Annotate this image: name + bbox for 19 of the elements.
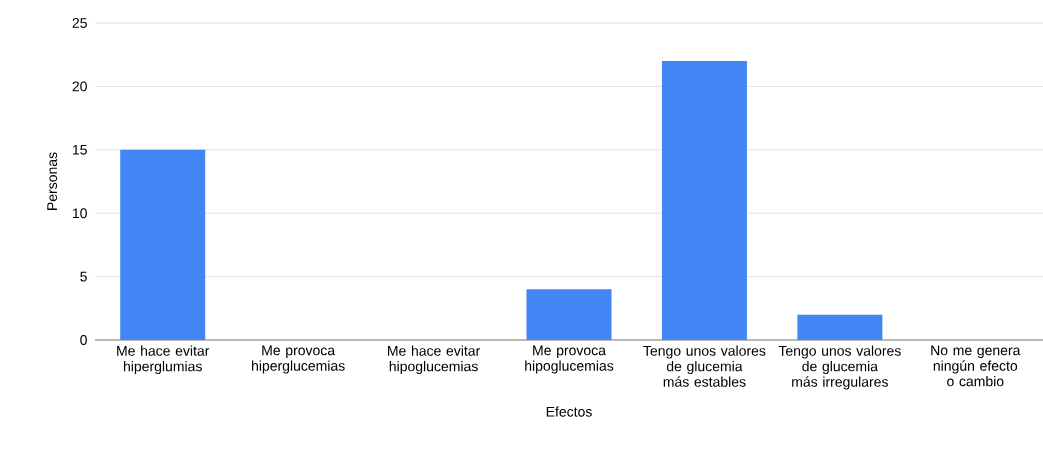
- y-tick-label: 10: [72, 208, 87, 219]
- x-tick-label: Me hace evitar hipoglucemias: [388, 345, 481, 375]
- x-tick-label: Tengo unos valores de glucemia más estables: [643, 345, 766, 387]
- y-tick-label: 15: [72, 144, 87, 155]
- y-tick-label: 20: [72, 81, 87, 92]
- y-tick-label: 5: [80, 271, 87, 282]
- x-axis-title: Efectos: [546, 406, 592, 417]
- y-tick-label: 0: [80, 335, 87, 345]
- bar: [797, 314, 883, 340]
- bar: [120, 149, 206, 340]
- y-tick-label: 25: [72, 18, 87, 28]
- x-tick-label: No me genera ningún efecto o cambio: [931, 345, 1021, 387]
- x-tick-label: Me provoca hiperglucemias: [252, 345, 345, 374]
- bar: [526, 289, 612, 340]
- bar: [661, 61, 747, 340]
- x-tick-label: Tengo unos valores de glucemia más irregulares: [778, 345, 901, 390]
- x-tick-label: Me hace evitar hiperglumias: [117, 345, 210, 375]
- y-axis-title: Personas: [47, 152, 58, 210]
- x-tick-label: Me provoca hipoglucemias: [525, 345, 614, 374]
